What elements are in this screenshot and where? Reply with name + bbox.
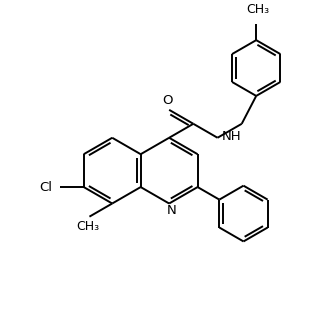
Text: N: N	[166, 204, 176, 217]
Text: O: O	[162, 94, 172, 107]
Text: CH₃: CH₃	[76, 220, 99, 233]
Text: Cl: Cl	[39, 181, 52, 194]
Text: CH₃: CH₃	[247, 3, 270, 16]
Text: NH: NH	[221, 130, 241, 143]
